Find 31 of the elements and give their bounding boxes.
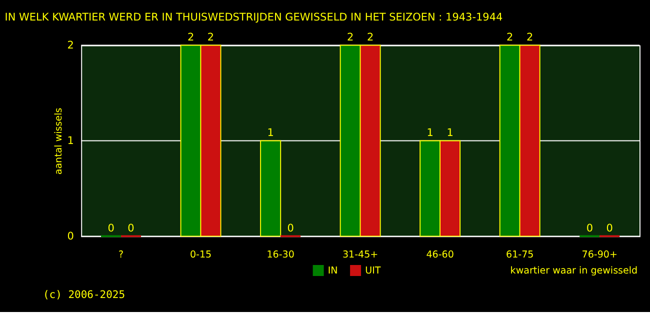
data-label: 1 [267,126,274,139]
x-tick-label: 76-90+ [582,250,618,261]
data-label: 2 [187,32,194,44]
x-tick-label: 16-30 [266,250,294,261]
y-tick-label: 0 [67,230,74,243]
data-label: 0 [287,222,294,234]
data-label: 0 [606,222,613,234]
legend-label: IN [328,265,338,276]
y-axis-title: aantal wissels [54,108,65,175]
data-label: 2 [506,32,514,44]
x-axis-title: kwartier waar in gewisseld [510,265,638,276]
data-label: 1 [446,126,454,139]
data-label: 2 [207,32,214,44]
x-tick-label: 31-45+ [342,250,378,261]
x-tick-label: ? [118,250,124,261]
y-tick-label: 1 [67,135,74,148]
y-tick-label: 2 [67,40,74,52]
bar [260,140,282,237]
data-label: 2 [526,32,534,44]
x-tick-label: 0-15 [190,250,212,261]
x-tick-label: 46-60 [426,250,454,261]
data-label: 2 [347,32,354,44]
x-tick-label: 61-75 [506,250,534,261]
data-label: 2 [366,32,374,44]
data-label: 0 [108,222,114,234]
data-label: 1 [426,126,434,139]
data-label: 0 [128,222,134,234]
chart-title: IN WELK KWARTIER WERD ER IN THUISWEDSTRIJDEN GEWISSELD IN HET SEIZOEN : 1943-1944 [4,11,504,24]
data-label: 0 [586,222,593,234]
text: (c) 2006-2025 [42,289,126,302]
legend-label: UIT [365,265,381,276]
